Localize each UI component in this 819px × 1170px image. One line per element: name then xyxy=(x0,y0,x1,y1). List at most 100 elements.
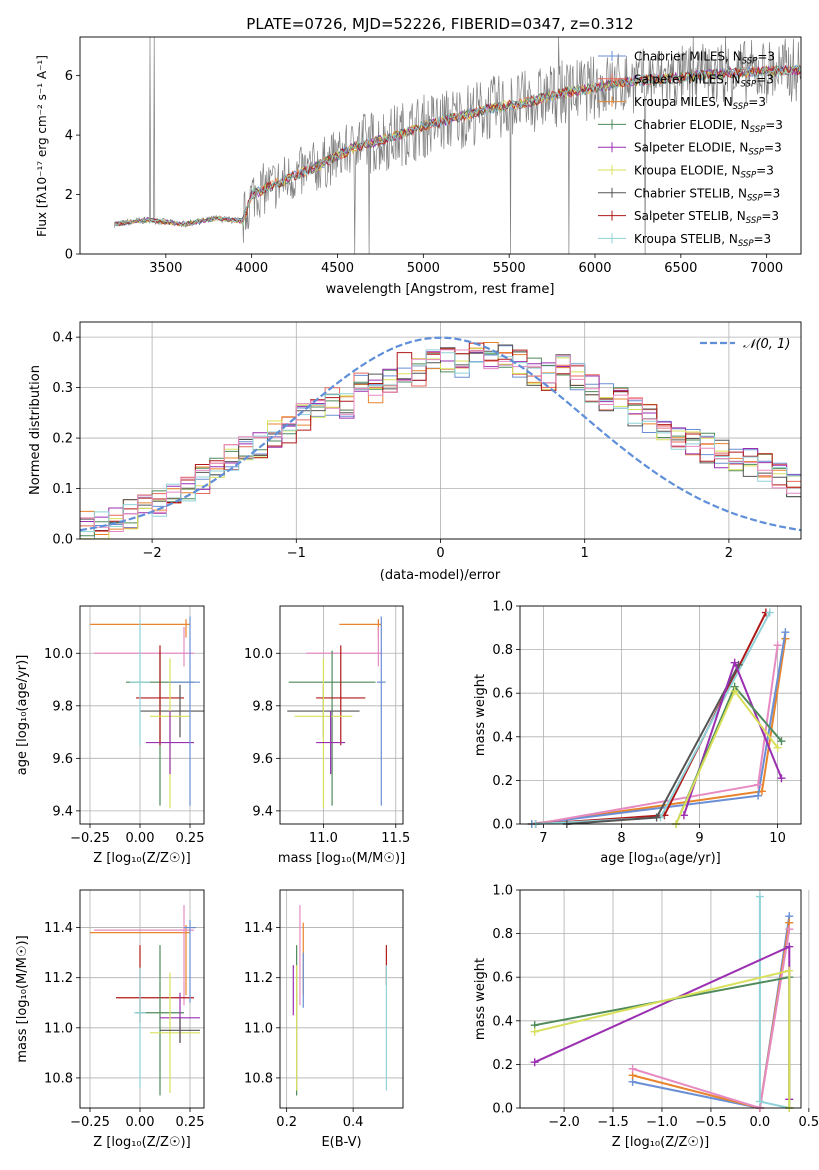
y-tick-label: 9.6 xyxy=(252,752,273,767)
weight-marker xyxy=(785,942,794,951)
panel-frame xyxy=(79,605,205,825)
y-tick-label: 11.4 xyxy=(44,921,73,936)
x-tick-label: 9 xyxy=(695,831,703,846)
y-tick-label: 0.6 xyxy=(492,687,513,702)
x-tick-label: 2 xyxy=(725,546,733,561)
spectrum-ylabel: Flux [fλ10⁻¹⁷ erg cm⁻² s⁻¹ A⁻¹] xyxy=(35,55,49,237)
y-tick-label: 0.2 xyxy=(492,774,513,789)
weight-marker xyxy=(652,813,661,822)
legend-label-part: =3 xyxy=(763,186,781,200)
legend-label-part: Kroupa MILES, N xyxy=(634,95,733,109)
x-tick-label: 4000 xyxy=(235,261,268,276)
x-tick-label: −0.25 xyxy=(70,1115,110,1130)
y-tick-label: 11.2 xyxy=(244,971,273,986)
weight-line xyxy=(535,612,771,825)
x-tick-label: 1 xyxy=(581,546,589,561)
panel-xlabel: Z [log₁₀(Z/Z☉)] xyxy=(93,851,190,866)
spectrum-frame xyxy=(79,36,802,255)
legend-label: Chabrier MILES, NSSP=3 xyxy=(634,50,775,67)
panel-frame xyxy=(279,889,404,1109)
x-tick-label: 0.00 xyxy=(126,831,155,846)
legend-label-sub: SSP xyxy=(741,79,757,89)
errorbar-data xyxy=(292,905,387,1096)
weight-marker xyxy=(530,1058,539,1067)
legend-label-part: Chabrier STELIB, N xyxy=(634,186,747,200)
x-tick-label: 0.5 xyxy=(798,1115,819,1130)
y-tick-label: 9.6 xyxy=(52,752,73,767)
legend-label-part: Chabrier ELODIE, N xyxy=(634,118,750,132)
legend-label-part: Salpeter ELODIE, N xyxy=(634,141,748,155)
weight-marker xyxy=(754,780,763,789)
y-tick-label: 10.8 xyxy=(44,1071,73,1086)
histogram-step-line xyxy=(80,348,801,540)
x-tick-label: −1 xyxy=(287,546,306,561)
residuals-grid: −2 −1 0 1 2 0.0 0.1 0.2 0.3 0.4 xyxy=(52,322,801,561)
residuals-panel: −2 −1 0 1 2 0.0 0.1 0.2 0.3 0.4 (data-model)/erro… xyxy=(28,321,802,583)
spectrum-axes: 3500 4000 4500 5000 5500 6000 6500 7000 0 2 4 6 xyxy=(65,69,783,276)
weight-marker xyxy=(777,737,786,746)
legend-label-part: Chabrier MILES, N xyxy=(634,50,742,64)
y-tick-label: 11.0 xyxy=(44,1021,73,1036)
legend-label-sub: SSP xyxy=(741,171,757,181)
panel-ylabel: mass [log₁₀(M/M☉)] xyxy=(15,935,30,1062)
y-tick-label: 1.0 xyxy=(492,884,513,899)
weight-marker xyxy=(730,687,739,696)
x-tick-label: 4500 xyxy=(321,261,354,276)
legend-label-part: =3 xyxy=(765,118,783,132)
weight-marker xyxy=(765,608,774,617)
y-tick-label: 0.0 xyxy=(492,1102,513,1117)
age-vs-metallicity-panel: −0.25 0.00 0.25 9.4 9.6 9.8 10.0 Z [log₁₀(Z/Z☉)… xyxy=(15,605,205,866)
y-tick-label: 11.2 xyxy=(44,971,73,986)
x-tick-label: −2 xyxy=(143,546,162,561)
x-tick-label: −0.25 xyxy=(70,831,110,846)
y-tick-label: 9.4 xyxy=(52,804,73,819)
legend-label: Chabrier STELIB, NSSP=3 xyxy=(634,186,780,203)
x-tick-label: −0.5 xyxy=(695,1115,727,1130)
weight-marker xyxy=(755,1097,764,1106)
y-tick-label: 9.4 xyxy=(252,804,273,819)
panel-ylabel: age [log₁₀(age/yr)] xyxy=(15,655,30,776)
panel-xlabel: Z [log₁₀(Z/Z☉)] xyxy=(612,1135,709,1150)
x-tick-label: 7000 xyxy=(750,261,783,276)
legend-label-sub: SSP xyxy=(750,125,766,135)
weight-marker xyxy=(777,774,786,783)
legend-label: Chabrier ELODIE, NSSP=3 xyxy=(634,118,783,135)
normal-curve xyxy=(79,336,802,532)
legend-label: Salpeter ELODIE, NSSP=3 xyxy=(634,141,782,158)
legend-label-sub: SSP xyxy=(742,57,758,67)
legend-label-part: =3 xyxy=(764,141,782,155)
panel-xlabel: Z [log₁₀(Z/Z☉)] xyxy=(93,1135,190,1150)
y-tick-label: 0.2 xyxy=(52,432,73,447)
panel-xlabel: E(B-V) xyxy=(321,1135,361,1150)
weight-vs-metallicity-panel: −2.0 −1.5 −1.0 −0.5 0.0 0.5 0.0 0.2 0.4 0.6 0.8 1.0… xyxy=(473,884,819,1151)
legend-label-part: Salpeter MILES, N xyxy=(634,72,741,86)
x-tick-label: 10 xyxy=(769,831,786,846)
legend-label-part: Kroupa STELIB, N xyxy=(634,232,738,246)
x-tick-label: 6500 xyxy=(664,261,697,276)
legend-label-part: =3 xyxy=(748,95,766,109)
weight-marker xyxy=(530,1027,539,1036)
legend-label: Kroupa MILES, NSSP=3 xyxy=(634,95,766,112)
y-tick-label: 1.0 xyxy=(492,600,513,615)
y-tick-label: 0.0 xyxy=(492,818,513,833)
x-tick-label: −1.0 xyxy=(646,1115,678,1130)
legend-label-part: =3 xyxy=(756,164,774,178)
y-tick-label: 6 xyxy=(65,69,73,84)
x-tick-label: 0.2 xyxy=(276,1115,297,1130)
y-tick-label: 0.6 xyxy=(492,971,513,986)
x-tick-label: 11.0 xyxy=(309,831,338,846)
y-tick-label: 11.4 xyxy=(244,921,273,936)
x-tick-label: 7 xyxy=(539,831,547,846)
legend-label-part: =3 xyxy=(754,232,772,246)
x-tick-label: 0 xyxy=(436,546,444,561)
weight-marker xyxy=(755,892,764,901)
weight-marker xyxy=(781,628,790,637)
x-tick-label: 11.5 xyxy=(381,831,410,846)
legend-label-sub: SSP xyxy=(738,239,754,249)
legend-label-part: =3 xyxy=(756,72,774,86)
x-tick-label: 0.4 xyxy=(343,1115,364,1130)
panel-xlabel: age [log₁₀(age/yr)] xyxy=(600,851,721,866)
weight-marker xyxy=(773,743,782,752)
legend-label-sub: SSP xyxy=(746,216,762,226)
y-tick-label: 0.4 xyxy=(492,730,513,745)
